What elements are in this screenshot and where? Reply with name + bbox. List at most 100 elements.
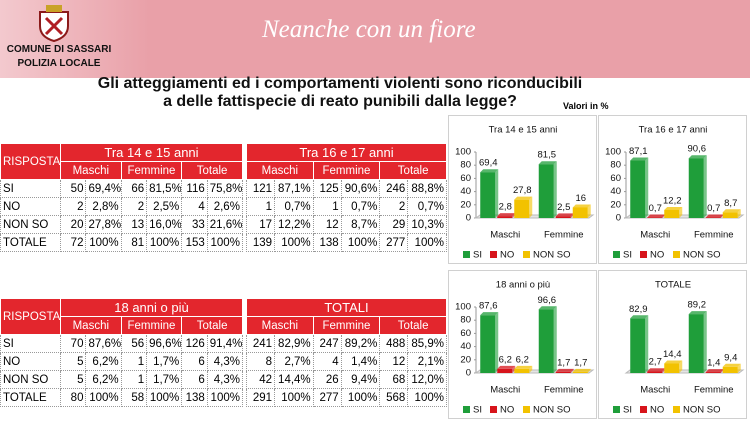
value-label: 27,8 (513, 185, 532, 196)
bar-side (679, 360, 683, 373)
legend-label: NO (650, 405, 664, 416)
cell: 139 (246, 233, 275, 252)
bar-side (645, 157, 649, 218)
column-header: Femmine (312, 161, 381, 180)
bar-top (647, 214, 666, 218)
cell: 33 (181, 215, 208, 234)
value-label: 1,7 (557, 357, 570, 368)
cell: 66 (120, 179, 148, 198)
bar (555, 371, 571, 373)
cell: 1 (246, 197, 275, 216)
bar-top (497, 365, 516, 369)
legend-swatch (673, 251, 680, 258)
legend-swatch (463, 406, 470, 413)
y-tick-label: 40 (610, 186, 621, 197)
cell: 12,0% (407, 370, 447, 389)
response-header: RISPOSTA (0, 298, 61, 335)
data-row: NON SO 20 27,8% 13 16,0% 33 21,6% (0, 215, 243, 234)
cell: 4,3% (206, 370, 243, 389)
bar (630, 160, 646, 218)
bar (480, 315, 496, 373)
cell: 2,5% (146, 197, 183, 216)
row-label: NON SO (0, 215, 61, 234)
legend-label: NO (650, 250, 664, 261)
data-table: RISPOSTA Tra 14 e 15 anni Maschi Femmine Tot… (0, 143, 243, 252)
column-header: Totale (181, 161, 243, 180)
bar (705, 372, 721, 373)
y-tick-label: 0 (466, 368, 471, 379)
bar-top (688, 311, 707, 315)
data-row: 139 100% 138 100% 277 100% (246, 233, 447, 252)
value-label: 1,4 (707, 358, 720, 369)
column-header: Femmine (312, 316, 381, 335)
cell: 488 (379, 334, 409, 353)
value-label: 87,1 (629, 146, 648, 157)
y-tick-label: 60 (610, 173, 621, 184)
cell: 75,8% (206, 179, 243, 198)
bar (497, 368, 513, 373)
bar (688, 158, 704, 218)
data-row: 8 2,7% 4 1,4% 12 2,1% (246, 352, 447, 371)
title-line: Gli atteggiamenti ed i comportamenti vio… (97, 75, 583, 92)
group-header: Tra 16 e 17 anni (246, 143, 447, 162)
cell: 6,2% (85, 370, 122, 389)
bar (722, 366, 738, 373)
bar (630, 318, 646, 373)
bar-top (480, 312, 499, 316)
cell: 100% (340, 233, 381, 252)
bar-side (737, 363, 741, 373)
cell: 10,3% (407, 215, 447, 234)
column-header: Femmine (120, 161, 183, 180)
y-tick-label: 0 (616, 213, 621, 224)
data-row: 1 0,7% 1 0,7% 2 0,7% (246, 197, 447, 216)
data-row: NO 2 2,8% 2 2,5% 4 2,6% (0, 197, 243, 216)
bar (480, 172, 496, 218)
value-label: 87,6 (479, 301, 498, 312)
cell: 277 (312, 388, 342, 407)
cell: 8 (246, 352, 275, 371)
cell: 2,1% (407, 352, 447, 371)
header-row: TOTALI (246, 298, 447, 317)
cell: 72 (59, 233, 87, 252)
y-tick-label: 60 (460, 328, 471, 339)
x-tick-label: Femmine (694, 385, 734, 396)
cell: 68 (379, 370, 409, 389)
cell: 138 (181, 388, 208, 407)
legend-label: NON SO (683, 250, 720, 261)
cell: 100% (146, 388, 183, 407)
bar-top (664, 206, 683, 210)
cell: 291 (246, 388, 275, 407)
cell: 26 (312, 370, 342, 389)
cell: 100% (85, 233, 122, 252)
y-tick-label: 20 (610, 199, 621, 210)
value-label: 9,4 (724, 352, 737, 363)
cell: 125 (312, 179, 342, 198)
bar-side (679, 206, 683, 218)
header-row: RISPOSTA 18 anni o più (0, 298, 243, 335)
bar-top (705, 369, 724, 373)
value-label: 0,7 (707, 203, 720, 214)
value-label: 69,4 (479, 158, 498, 169)
legend-swatch (490, 406, 497, 413)
bar-top (630, 315, 649, 319)
header-band (0, 0, 750, 78)
value-label: 6,2 (516, 354, 529, 365)
bar-side (587, 368, 591, 373)
bar (722, 212, 738, 218)
legend-swatch (463, 251, 470, 258)
bar-side (570, 368, 574, 373)
cell: 85,9% (407, 334, 447, 353)
column-header: Maschi (60, 161, 122, 180)
chart-title: TOTALE (655, 280, 691, 291)
cell: 126 (181, 334, 208, 353)
bar-top (664, 360, 683, 364)
value-label: 2,8 (499, 202, 512, 213)
x-tick-label: Maschi (640, 385, 670, 396)
data-row: 291 100% 277 100% 568 100% (246, 388, 447, 407)
x-tick-label: Femmine (544, 230, 584, 241)
cell: 8,7% (340, 215, 381, 234)
bar-top (647, 368, 666, 372)
y-tick-label: 40 (460, 186, 471, 197)
value-label: 96,6 (538, 295, 557, 306)
org-line: POLIZIA LOCALE (17, 58, 101, 69)
